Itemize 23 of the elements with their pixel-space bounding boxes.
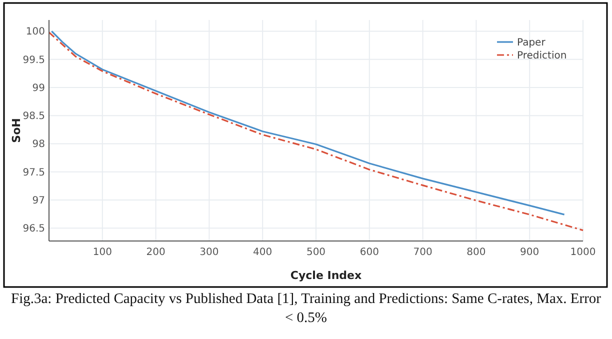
y-tick-label: 100 [26,26,45,38]
y-tick-label: 96.5 [22,224,45,235]
legend-label: Paper [517,38,546,48]
y-axis-title: SoH [10,118,23,143]
x-tick-label: 400 [253,247,272,258]
x-tick-label: 800 [466,247,486,258]
x-tick-label: 500 [306,247,326,258]
x-tick-label: 200 [146,247,166,258]
legend-label: Prediction [517,50,567,62]
x-tick-label: 700 [413,247,432,258]
x-tick-label: 1000 [570,247,596,258]
x-tick-label: 900 [520,247,540,258]
y-tick-label: 99.5 [22,54,45,66]
caption: Fig.3a: Predicted Capacity vs Published Data [1], Training and Predictions: Same C-rates, Max. Error < 0.5% [10,290,602,328]
y-tick-label: 98.5 [22,111,45,122]
x-axis-title: Cycle Index [290,269,362,282]
y-tick-label: 98 [32,139,45,150]
x-tick-label: 600 [360,247,379,258]
x-tick-label: 100 [92,247,112,258]
x-tick-label: 300 [200,247,219,258]
y-tick-label: 99 [32,82,45,94]
y-tick-label: 97.5 [22,167,45,178]
y-tick-label: 97 [32,195,45,206]
